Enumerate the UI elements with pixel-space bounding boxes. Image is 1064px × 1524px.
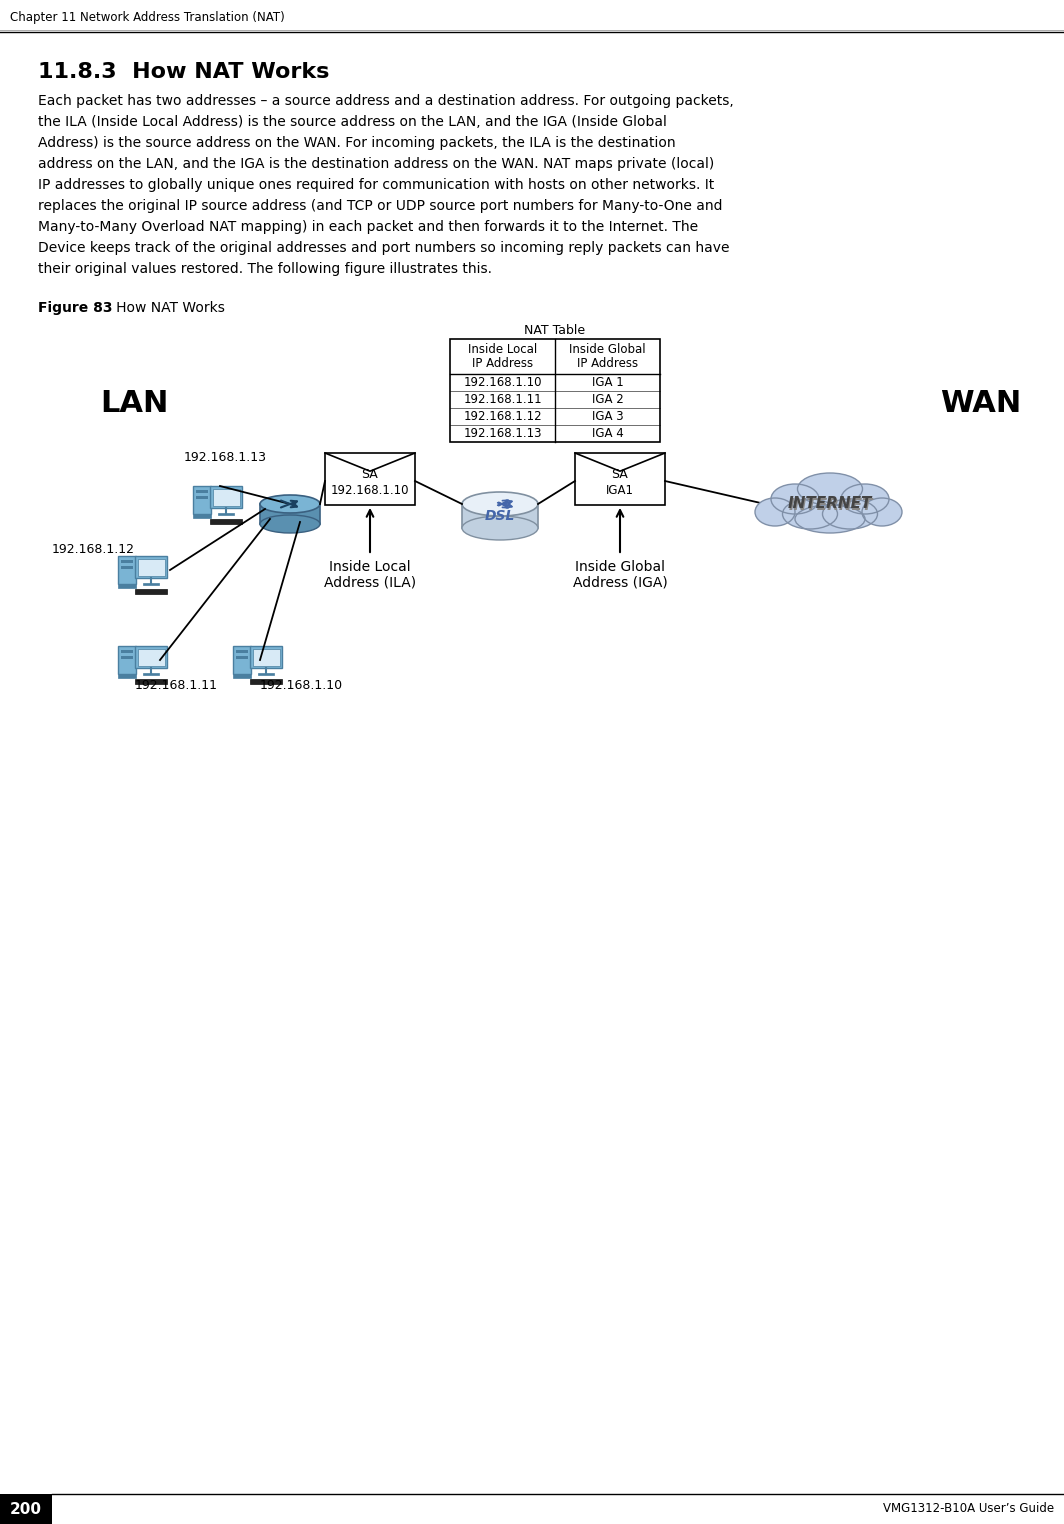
Text: LAN: LAN [100,389,168,418]
Bar [135,556,167,578]
Text: SA: SA [362,468,379,482]
Text: IP addresses to globally unique ones required for communication with hosts on ot: IP addresses to globally unique ones req… [38,178,714,192]
Bar [118,556,136,584]
Bar [118,646,136,674]
Ellipse shape [771,485,819,514]
Bar [236,651,248,652]
Text: 192.168.1.12: 192.168.1.12 [463,410,542,424]
Bar [257,674,275,675]
Bar [236,655,248,658]
Text: INTERNET: INTERNET [788,497,874,512]
Bar [213,489,239,506]
Ellipse shape [798,472,863,504]
Text: IP Address: IP Address [472,357,533,370]
Text: INTERNET: INTERNET [787,497,872,512]
Bar [121,655,133,658]
Text: Many-to-Many Overload NAT mapping) in each packet and then forwards it to the In: Many-to-Many Overload NAT mapping) in ea… [38,219,698,235]
Text: 192.168.1.10: 192.168.1.10 [260,680,343,692]
Bar [196,491,207,492]
Text: WAN: WAN [940,389,1021,418]
Bar [121,559,133,562]
Text: Inside Local: Inside Local [329,559,411,575]
Text: Address) is the source address on the WAN. For incoming packets, the ILA is the : Address) is the source address on the WA… [38,136,676,149]
Text: the ILA (Inside Local Address) is the source address on the LAN, and the IGA (In: the ILA (Inside Local Address) is the so… [38,114,667,130]
Text: 192.168.1.10: 192.168.1.10 [463,376,542,389]
Bar [450,338,660,442]
Bar [137,649,165,666]
Bar [121,565,133,568]
Text: Device keeps track of the original addresses and port numbers so incoming reply : Device keeps track of the original addre… [38,241,730,255]
Bar [135,646,167,668]
Text: IP Address: IP Address [577,357,638,370]
Ellipse shape [462,517,538,539]
Bar [325,453,415,504]
Text: Figure 83: Figure 83 [38,302,113,315]
Bar [260,504,320,524]
Text: VMG1312-B10A User’s Guide: VMG1312-B10A User’s Guide [883,1503,1054,1515]
Bar [252,649,280,666]
Ellipse shape [782,498,837,529]
Bar [233,674,251,678]
Text: IGA 1: IGA 1 [592,376,624,389]
Text: NAT Table: NAT Table [525,325,585,337]
Text: Inside Local: Inside Local [468,343,537,357]
Text: 192.168.1.11: 192.168.1.11 [463,393,542,405]
Text: Address (ILA): Address (ILA) [323,576,416,590]
Text: Inside Global: Inside Global [569,343,646,357]
Text: How NAT Works: How NAT Works [103,302,225,315]
Ellipse shape [841,485,890,514]
Text: address on the LAN, and the IGA is the destination address on the WAN. NAT maps : address on the LAN, and the IGA is the d… [38,157,714,171]
Text: 192.168.1.12: 192.168.1.12 [52,543,135,556]
Text: Chapter 11 Network Address Translation (NAT): Chapter 11 Network Address Translation (… [10,11,285,23]
Bar [0,1494,52,1524]
Bar [121,651,133,652]
Ellipse shape [462,492,538,517]
Text: IGA1: IGA1 [606,485,634,497]
Text: 192.168.1.11: 192.168.1.11 [135,680,218,692]
Ellipse shape [822,498,878,529]
Text: IGA 2: IGA 2 [592,393,624,405]
Ellipse shape [260,515,320,533]
Text: replaces the original IP source address (and TCP or UDP source port numbers for : replaces the original IP source address … [38,200,722,213]
Text: 11.8.3  How NAT Works: 11.8.3 How NAT Works [38,62,330,82]
Text: Address (IGA): Address (IGA) [572,576,667,590]
Ellipse shape [795,504,865,533]
Bar [196,495,207,498]
Bar [233,646,251,674]
Bar [193,486,211,514]
Bar [462,504,538,527]
Text: 192.168.1.13: 192.168.1.13 [463,427,542,440]
Bar [575,453,665,504]
Bar [135,680,167,684]
Text: 192.168.1.13: 192.168.1.13 [183,451,266,463]
Bar [135,588,167,594]
Ellipse shape [260,495,320,514]
Text: 200: 200 [10,1501,41,1516]
Bar [193,514,211,518]
Bar [250,646,282,668]
Text: 192.168.1.10: 192.168.1.10 [331,485,410,497]
Bar [143,674,159,675]
Ellipse shape [862,498,902,526]
Bar [210,520,242,524]
Bar [137,558,165,576]
Text: their original values restored. The following figure illustrates this.: their original values restored. The foll… [38,262,492,276]
Bar [143,584,159,585]
Bar [118,674,136,678]
Bar [218,514,234,515]
Text: IGA 3: IGA 3 [592,410,624,424]
Text: Inside Global: Inside Global [575,559,665,575]
Text: IGA 4: IGA 4 [592,427,624,440]
Text: DSL: DSL [485,509,515,523]
Text: Each packet has two addresses – a source address and a destination address. For : Each packet has two addresses – a source… [38,94,734,108]
Bar [118,584,136,588]
Bar [210,486,242,507]
Ellipse shape [755,498,795,526]
Text: SA: SA [612,468,629,482]
Bar [250,680,282,684]
